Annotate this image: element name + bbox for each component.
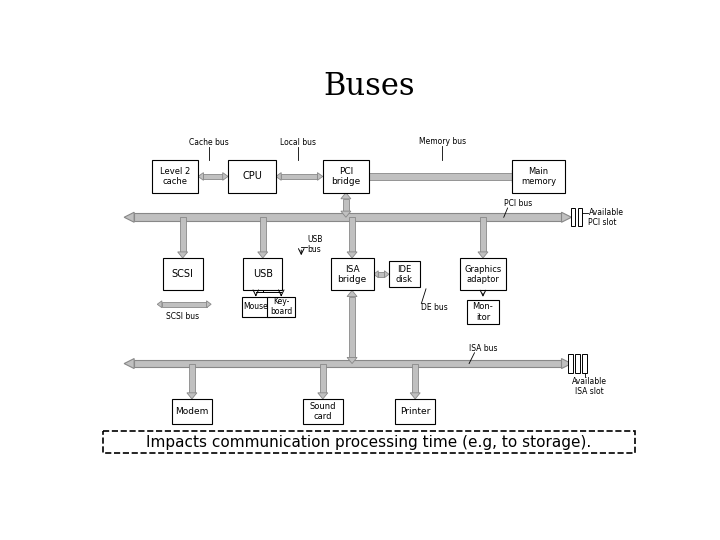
- Bar: [323, 160, 369, 193]
- Text: SCSI bus: SCSI bus: [166, 312, 199, 321]
- Polygon shape: [198, 173, 204, 180]
- Bar: [369, 173, 512, 180]
- Bar: [163, 258, 203, 291]
- Bar: [330, 258, 374, 291]
- Text: Local bus: Local bus: [280, 138, 316, 147]
- Text: PCI
bridge: PCI bridge: [331, 167, 361, 186]
- Bar: [242, 296, 270, 316]
- Bar: [228, 160, 276, 193]
- Polygon shape: [410, 393, 420, 399]
- Bar: [179, 217, 186, 252]
- Bar: [571, 208, 575, 226]
- Text: ISA bus: ISA bus: [469, 344, 498, 353]
- Bar: [320, 363, 326, 393]
- Bar: [260, 217, 266, 252]
- Text: SCSI: SCSI: [172, 269, 194, 279]
- Polygon shape: [512, 170, 520, 183]
- Polygon shape: [187, 393, 197, 399]
- Bar: [568, 354, 573, 373]
- Text: DE bus: DE bus: [421, 303, 448, 313]
- Text: Key-
board: Key- board: [270, 297, 292, 316]
- Text: Impacts communication processing time (e.g, to storage).: Impacts communication processing time (e…: [146, 435, 592, 450]
- Polygon shape: [178, 252, 188, 258]
- Bar: [582, 354, 587, 373]
- Polygon shape: [124, 359, 134, 369]
- Text: ISA
bridge: ISA bridge: [338, 265, 366, 284]
- Text: Mon-
itor: Mon- itor: [472, 302, 493, 322]
- Bar: [189, 363, 195, 393]
- Text: Level 2
cache: Level 2 cache: [160, 167, 190, 186]
- Text: Available
PCI slot: Available PCI slot: [588, 207, 624, 227]
- Text: Available
ISA slot: Available ISA slot: [572, 377, 607, 396]
- Bar: [395, 399, 435, 423]
- Polygon shape: [374, 271, 378, 278]
- Bar: [575, 354, 580, 373]
- Text: CPU: CPU: [242, 172, 262, 181]
- Polygon shape: [341, 211, 351, 217]
- Text: USB: USB: [253, 269, 273, 279]
- Text: Memory bus: Memory bus: [418, 137, 466, 146]
- Polygon shape: [318, 393, 328, 399]
- Bar: [577, 208, 582, 226]
- Text: Printer: Printer: [400, 407, 431, 416]
- Polygon shape: [347, 252, 357, 258]
- Bar: [162, 302, 207, 307]
- Bar: [349, 296, 355, 357]
- Bar: [512, 160, 564, 193]
- Polygon shape: [341, 193, 351, 199]
- Polygon shape: [562, 212, 572, 222]
- Bar: [267, 296, 295, 316]
- Bar: [378, 272, 384, 276]
- Polygon shape: [258, 252, 268, 258]
- Text: Mouse: Mouse: [243, 302, 268, 311]
- Polygon shape: [361, 170, 369, 183]
- Bar: [460, 258, 506, 291]
- Bar: [303, 399, 343, 423]
- Text: IDE
disk: IDE disk: [396, 265, 413, 284]
- Text: USB
bus: USB bus: [307, 234, 323, 254]
- Polygon shape: [318, 173, 323, 180]
- Bar: [134, 360, 562, 367]
- Text: Cache bus: Cache bus: [189, 138, 229, 147]
- Polygon shape: [276, 173, 282, 180]
- Bar: [349, 217, 355, 252]
- Text: PCI bus: PCI bus: [504, 199, 532, 208]
- Polygon shape: [347, 357, 357, 363]
- Bar: [134, 213, 562, 221]
- Polygon shape: [562, 359, 572, 369]
- Bar: [282, 174, 318, 179]
- Text: Graphics
adaptor: Graphics adaptor: [464, 265, 502, 284]
- Bar: [172, 399, 212, 423]
- Polygon shape: [384, 271, 389, 278]
- Polygon shape: [157, 301, 162, 308]
- Polygon shape: [347, 291, 357, 296]
- Bar: [343, 199, 349, 211]
- Bar: [152, 160, 198, 193]
- Polygon shape: [222, 173, 228, 180]
- Polygon shape: [478, 252, 488, 258]
- FancyBboxPatch shape: [102, 431, 636, 453]
- Bar: [412, 363, 418, 393]
- Bar: [480, 217, 486, 252]
- Text: Sound
card: Sound card: [310, 402, 336, 421]
- Text: Modem: Modem: [175, 407, 209, 416]
- Bar: [243, 258, 282, 291]
- Polygon shape: [124, 212, 134, 222]
- Bar: [389, 261, 420, 287]
- Text: Buses: Buses: [323, 71, 415, 102]
- Bar: [204, 174, 222, 179]
- Polygon shape: [207, 301, 211, 308]
- Bar: [467, 300, 499, 325]
- Text: Main
memory: Main memory: [521, 167, 556, 186]
